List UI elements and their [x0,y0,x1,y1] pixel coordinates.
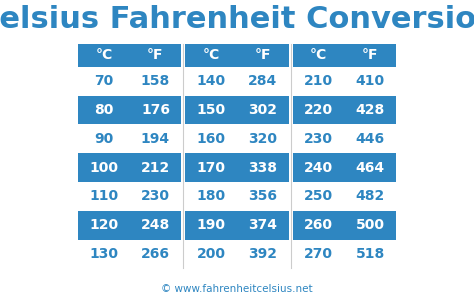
Text: 250: 250 [304,189,333,203]
Text: 518: 518 [356,247,385,261]
Bar [237,96,289,124]
Text: °C: °C [95,48,112,62]
Text: 392: 392 [248,247,277,261]
Bar [130,96,181,124]
Bar [293,96,344,124]
Text: 240: 240 [304,161,333,175]
Text: °F: °F [147,48,164,62]
Text: 302: 302 [248,103,277,117]
Bar [237,153,289,182]
Text: °C: °C [202,48,220,62]
Bar [185,211,237,239]
Text: 220: 220 [304,103,333,117]
Text: 230: 230 [304,132,333,146]
Text: 90: 90 [94,132,113,146]
Text: 374: 374 [248,218,277,232]
Text: 284: 284 [248,74,277,88]
Text: 270: 270 [304,247,333,261]
Text: 320: 320 [248,132,277,146]
Text: Celsius Fahrenheit Conversion: Celsius Fahrenheit Conversion [0,4,474,33]
Text: 150: 150 [197,103,226,117]
Text: 120: 120 [89,218,118,232]
Bar [78,153,130,182]
Bar [344,153,396,182]
Bar [185,44,237,67]
Text: 158: 158 [141,74,170,88]
Bar [293,44,344,67]
Text: 140: 140 [197,74,226,88]
Bar [78,44,130,67]
Bar [185,153,237,182]
Text: 130: 130 [90,247,118,261]
Text: 428: 428 [356,103,385,117]
Text: 230: 230 [141,189,170,203]
Text: 160: 160 [197,132,226,146]
Text: 200: 200 [197,247,226,261]
Text: © www.fahrenheitcelsius.net: © www.fahrenheitcelsius.net [161,284,313,295]
Text: 482: 482 [356,189,385,203]
Bar [130,44,181,67]
Text: 190: 190 [197,218,226,232]
Text: 110: 110 [89,189,118,203]
Bar [130,153,181,182]
Text: 212: 212 [141,161,170,175]
Bar [237,44,289,67]
Bar [78,96,130,124]
Text: 464: 464 [356,161,385,175]
Text: 260: 260 [304,218,333,232]
Bar [185,96,237,124]
Text: 338: 338 [248,161,277,175]
Text: 180: 180 [197,189,226,203]
Text: 446: 446 [356,132,385,146]
Text: 194: 194 [141,132,170,146]
Text: 176: 176 [141,103,170,117]
Text: 70: 70 [94,74,113,88]
Text: 266: 266 [141,247,170,261]
Bar [78,211,130,239]
Bar [293,153,344,182]
Text: 80: 80 [94,103,114,117]
Bar [344,44,396,67]
Bar [130,211,181,239]
Text: 248: 248 [141,218,170,232]
Text: 410: 410 [356,74,385,88]
Text: °F: °F [362,48,378,62]
Bar [237,211,289,239]
Bar [293,211,344,239]
Text: 356: 356 [248,189,277,203]
Text: 210: 210 [304,74,333,88]
Text: 100: 100 [90,161,118,175]
Text: °C: °C [310,48,327,62]
Text: 500: 500 [356,218,384,232]
Bar [344,211,396,239]
Text: °F: °F [255,48,271,62]
Text: 170: 170 [197,161,226,175]
Bar [344,96,396,124]
